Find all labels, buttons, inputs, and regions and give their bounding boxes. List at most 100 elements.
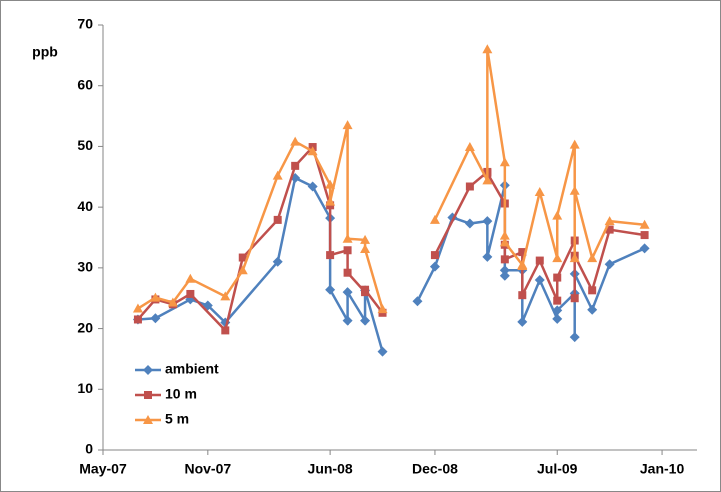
marker	[499, 237, 510, 247]
marker	[517, 261, 528, 271]
marker	[482, 44, 493, 54]
marker	[499, 265, 510, 276]
marker	[143, 365, 153, 375]
marker	[518, 248, 527, 257]
marker	[342, 287, 353, 298]
marker	[290, 136, 301, 146]
marker	[499, 270, 510, 281]
x-tick-label: May-07	[79, 461, 127, 477]
marker	[377, 346, 388, 357]
marker	[167, 297, 178, 307]
marker	[185, 273, 196, 283]
marker	[343, 246, 352, 255]
marker	[133, 315, 142, 324]
marker	[272, 256, 283, 267]
marker	[604, 216, 615, 226]
y-tick-label: 10	[77, 380, 93, 396]
marker	[569, 253, 580, 263]
marker	[307, 181, 318, 192]
marker	[569, 139, 580, 149]
marker	[326, 251, 335, 260]
marker	[273, 215, 282, 224]
marker	[342, 120, 353, 130]
marker	[535, 256, 544, 265]
marker	[464, 142, 475, 152]
x-tick-label: Jul-09	[537, 461, 578, 477]
marker	[429, 261, 440, 272]
marker	[552, 253, 563, 263]
marker	[517, 316, 528, 327]
x-tick-label: Dec-08	[412, 461, 458, 477]
marker	[552, 313, 563, 324]
series-line	[137, 124, 384, 310]
marker	[291, 161, 300, 170]
marker	[640, 231, 649, 240]
marker	[499, 157, 510, 167]
marker	[429, 214, 440, 224]
marker	[604, 259, 615, 270]
legend-label: ambient	[165, 361, 219, 377]
marker	[361, 285, 370, 294]
marker	[377, 304, 388, 314]
marker	[639, 243, 650, 254]
marker	[307, 146, 318, 156]
legend-label: 10 m	[165, 386, 197, 402]
marker	[150, 313, 161, 324]
marker	[325, 284, 336, 295]
marker	[144, 391, 152, 399]
marker	[534, 275, 545, 285]
marker	[534, 186, 545, 196]
marker	[430, 251, 439, 260]
marker	[272, 170, 283, 180]
marker	[220, 291, 231, 301]
series-line	[136, 144, 384, 333]
marker	[342, 315, 353, 326]
x-tick-label: Nov-07	[184, 461, 231, 477]
y-tick-label: 40	[77, 198, 93, 214]
y-axis-label: ppb	[32, 44, 58, 60]
marker	[605, 225, 614, 234]
marker	[482, 216, 493, 227]
marker	[360, 234, 371, 244]
marker	[518, 291, 527, 300]
marker	[570, 294, 579, 303]
marker	[482, 251, 493, 262]
marker	[500, 255, 509, 264]
marker	[143, 415, 153, 424]
legend-label: 5 m	[165, 411, 189, 427]
y-tick-label: 70	[77, 16, 93, 32]
marker	[465, 182, 474, 191]
marker	[499, 230, 510, 240]
marker	[552, 210, 563, 220]
marker	[237, 265, 248, 275]
x-tick-label: Jan-10	[640, 461, 685, 477]
marker	[360, 315, 371, 326]
marker	[325, 179, 336, 189]
marker	[587, 304, 598, 315]
marker	[325, 196, 336, 206]
y-tick-label: 20	[77, 319, 93, 335]
marker	[587, 253, 598, 263]
marker	[360, 244, 371, 254]
y-tick-label: 60	[77, 76, 93, 92]
marker	[342, 233, 353, 243]
y-tick-label: 50	[77, 137, 93, 153]
marker	[639, 219, 650, 229]
y-tick-label: 0	[85, 441, 93, 457]
marker	[132, 303, 143, 313]
marker	[412, 296, 423, 307]
marker	[553, 296, 562, 305]
marker	[588, 286, 597, 295]
marker	[553, 273, 562, 282]
y-tick-label: 30	[77, 259, 93, 275]
marker	[238, 253, 247, 262]
marker	[150, 292, 161, 302]
x-tick-label: Jun-08	[308, 461, 353, 477]
marker	[569, 185, 580, 195]
marker	[221, 326, 230, 335]
series-line	[433, 49, 645, 267]
marker	[482, 175, 493, 185]
marker	[552, 305, 563, 316]
